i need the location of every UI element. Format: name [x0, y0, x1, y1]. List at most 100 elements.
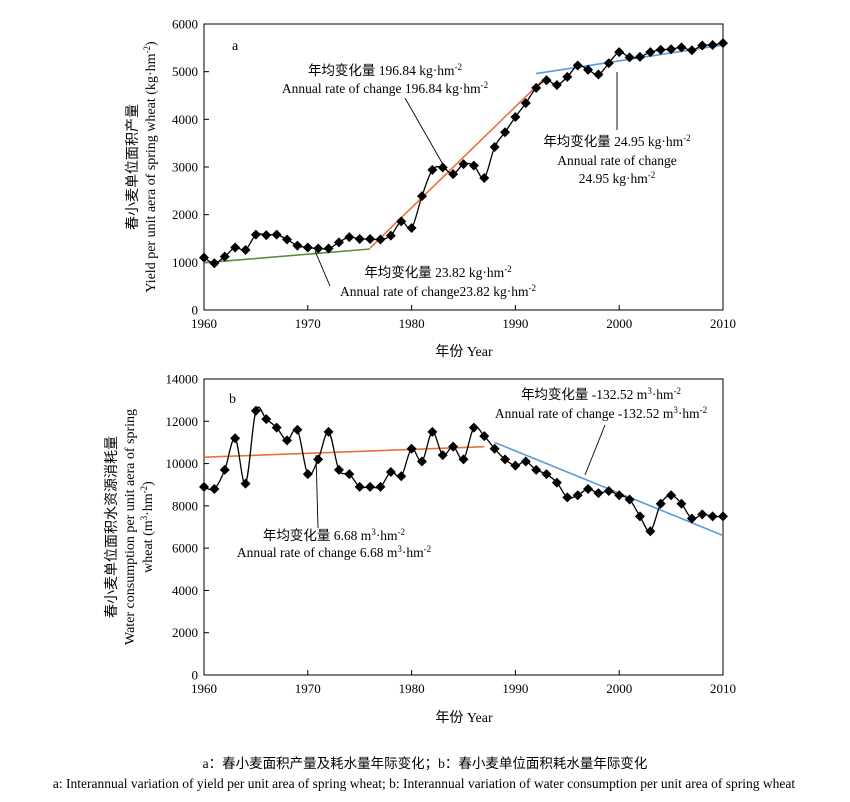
chart-b-ytick-label: 14000: [166, 372, 199, 387]
chart-b-data-point: [385, 467, 396, 478]
chart-a-annotation-3-en-sup: -2: [529, 283, 537, 293]
chart-a-y-axis: 0 1000 2000 3000 4000 5000 6000: [172, 17, 209, 318]
chart-b-ylabel-en: Water consumption per unit aera of sprin…: [123, 409, 138, 645]
chart-b-data-point: [583, 483, 594, 494]
chart-b-xtick-label: 1960: [191, 681, 217, 696]
chart-a-data-point: [500, 127, 511, 138]
chart-b-ytick-label: 12000: [166, 414, 199, 429]
chart-a-data-point: [468, 160, 479, 171]
chart-a-ytick-label: 4000: [172, 112, 198, 127]
chart-a-data-point: [365, 233, 376, 244]
chart-b-data-point: [479, 431, 490, 442]
chart-a-data-point: [250, 229, 261, 240]
chart-a-annotation-1-en-text: Annual rate of change 196.84 kg·hm: [282, 81, 481, 96]
chart-a-annotation-2-cn: 年均变化量 24.95 kg·hm-2: [543, 133, 690, 149]
chart-a-data-point: [344, 232, 355, 243]
chart-a-data-point: [676, 42, 687, 53]
chart-a-annotation-2-en2-sup: -2: [648, 170, 656, 180]
chart-b-annotation-1-en-sup2: -2: [700, 405, 708, 415]
chart-b-annotation-2-cn: 年均变化量 6.68 m3·hm-2: [263, 527, 405, 543]
chart-a-data-point: [634, 51, 645, 62]
chart-b-data-point: [614, 490, 625, 501]
chart-b-trend-line-1: [203, 445, 485, 459]
chart-b-ytick-label: 10000: [166, 456, 199, 471]
chart-b-series: [199, 405, 728, 537]
chart-a-annotation-1-cn-sup: -2: [455, 62, 463, 72]
figure-caption-en: a: Interannual variation of yield per un…: [53, 776, 795, 791]
chart-b-y-axis: 0 2000 4000 6000 8000 10000 12000 14000: [166, 372, 209, 683]
chart-a-ylabel-en-group: Yield per unit aera of spring wheat (kg·…: [142, 41, 159, 293]
chart-b-ytick-label: 8000: [172, 498, 198, 513]
chart-a-annotation-2-cn-sup: -2: [683, 133, 691, 143]
chart-b-data-point: [302, 469, 313, 480]
chart-b-data-point: [645, 526, 656, 537]
chart-a-data-point: [427, 164, 438, 175]
chart-a-data-point: [510, 111, 521, 122]
chart-b-data-point: [416, 456, 427, 467]
chart-a-data-point: [655, 44, 666, 55]
chart-b-annotation-2-cn-sup2: -2: [398, 527, 406, 537]
chart-a-data-point: [333, 237, 344, 248]
chart-a-annotation-3-cn-text: 年均变化量 23.82 kg·hm: [364, 265, 504, 280]
chart-b-annotation-1-en: Annual rate of change -132.52 m3·hm-2: [495, 405, 707, 421]
figure-caption-cn: a：春小麦面积产量及耗水量年际变化；b：春小麦单位面积耗水量年际变化: [203, 756, 648, 772]
chart-a-data-point: [572, 60, 583, 71]
chart-a-data-point: [209, 258, 220, 269]
chart-a-data-point: [354, 233, 365, 244]
chart-a-ytick-label: 2000: [172, 207, 198, 222]
chart-a-data-point: [593, 69, 604, 80]
chart-a-annotation-2-cn-text: 年均变化量 24.95 kg·hm: [543, 134, 683, 149]
chart-b-data-point: [634, 511, 645, 522]
chart-a-data-point: [562, 71, 573, 82]
chart-a-xlabel: 年份 Year: [435, 344, 493, 360]
chart-a-ylabel-unit-sup: -2: [142, 46, 152, 54]
chart-b-data-point: [375, 481, 386, 492]
chart-a-data-point: [686, 45, 697, 56]
chart-b-frame: [203, 378, 724, 676]
chart-a-ytick-label: 5000: [172, 64, 198, 79]
chart-b-data-point: [209, 483, 220, 494]
chart-b-data-point: [562, 492, 573, 503]
chart-b-data-point: [686, 513, 697, 524]
chart-a-annotation-1-leader: [404, 97, 446, 169]
chart-b-ylabel-close: ): [141, 481, 156, 486]
chart-b-xtick-label: 1980: [399, 681, 425, 696]
chart-b-data-point: [603, 486, 614, 497]
chart-a-data-point: [541, 75, 552, 86]
chart-b-ylabel-sup2: -2: [139, 486, 149, 494]
chart-b-data-point: [354, 481, 365, 492]
chart-a-annotation-3-en: Annual rate of change23.82 kg·hm-2: [340, 283, 536, 299]
chart-b-ytick-label: 2000: [172, 625, 198, 640]
chart-b-ytick-label: 6000: [172, 541, 198, 556]
chart-a-data-point: [292, 240, 303, 251]
chart-b-annotation-2-enb: ·hm: [402, 545, 424, 560]
chart-a-data-point: [230, 242, 241, 253]
chart-a-data-point: [271, 229, 282, 240]
chart-b-data-point: [271, 422, 282, 433]
chart-a-data-point: [385, 230, 396, 241]
chart-b-data-point: [624, 494, 635, 505]
chart-a-data-point: [375, 234, 386, 245]
chart-a-data-point: [302, 242, 313, 253]
chart-b-data-point: [219, 464, 230, 475]
chart-b-xtick-label: 2010: [710, 681, 736, 696]
chart-a: a 0 1000 2000 3000 4000 5000 6000 1960 1970 1980…: [125, 17, 736, 361]
chart-a-data-point: [437, 162, 448, 173]
chart-a-data-point: [479, 172, 490, 183]
chart-b-ytick-label: 4000: [172, 583, 198, 598]
chart-b-annotation-2-cn-text: 年均变化量 6.68 m: [263, 528, 372, 543]
chart-a-xtick-label: 2010: [710, 316, 736, 331]
chart-b-ylabel-en2b: ·hm: [141, 493, 156, 516]
chart-a-xtick-label: 2000: [606, 316, 632, 331]
chart-b-annotation-2-leader: [315, 454, 319, 529]
chart-a-data-point: [551, 80, 562, 91]
chart-a-data-point: [603, 58, 614, 69]
chart-b-annotation-1-en-text: Annual rate of change -132.52 m: [495, 406, 674, 421]
chart-b-data-point: [282, 435, 293, 446]
chart-a-data-point: [219, 251, 230, 262]
chart-a-annotation-3-en-text: Annual rate of change23.82 kg·hm: [340, 284, 529, 299]
chart-b-ylabel-en2: wheat (m3·hm-2): [139, 481, 156, 573]
chart-b-x-axis: 1960 1970 1980 1990 2000 2010: [191, 670, 736, 696]
chart-a-data-point: [323, 243, 334, 254]
